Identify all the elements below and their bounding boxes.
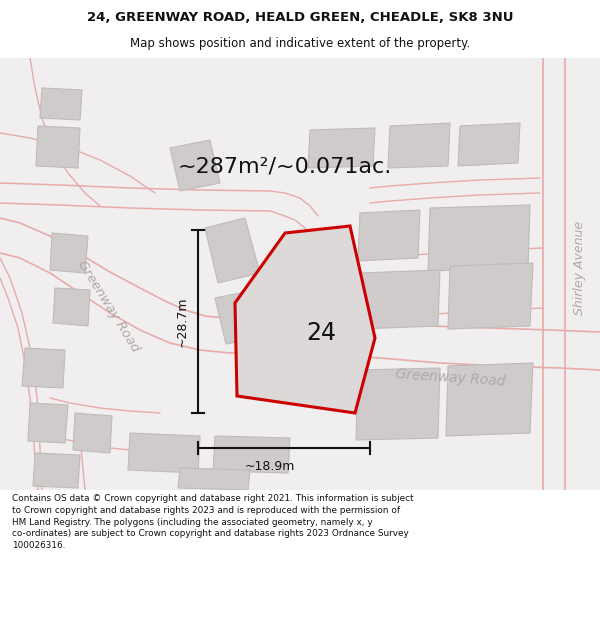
Polygon shape	[53, 288, 90, 326]
Text: Contains OS data © Crown copyright and database right 2021. This information is : Contains OS data © Crown copyright and d…	[12, 494, 413, 550]
Polygon shape	[36, 126, 80, 168]
Polygon shape	[356, 368, 440, 440]
Polygon shape	[205, 218, 260, 283]
Polygon shape	[178, 468, 250, 490]
Polygon shape	[128, 433, 200, 473]
Polygon shape	[448, 263, 533, 329]
Text: ~287m²/~0.071ac.: ~287m²/~0.071ac.	[178, 156, 392, 176]
Polygon shape	[388, 123, 450, 168]
Polygon shape	[428, 205, 530, 271]
Polygon shape	[235, 226, 375, 413]
Text: 24: 24	[306, 321, 336, 345]
Polygon shape	[358, 270, 440, 329]
Polygon shape	[50, 233, 88, 273]
Polygon shape	[446, 363, 533, 436]
Polygon shape	[28, 403, 68, 443]
Polygon shape	[358, 210, 420, 261]
Polygon shape	[265, 246, 340, 326]
Polygon shape	[22, 348, 65, 388]
Polygon shape	[33, 453, 80, 488]
Text: Greenway Road: Greenway Road	[74, 258, 142, 354]
Polygon shape	[215, 290, 268, 344]
Polygon shape	[308, 128, 375, 168]
Polygon shape	[458, 123, 520, 166]
Text: Greenway Road: Greenway Road	[395, 367, 505, 389]
Polygon shape	[73, 413, 112, 453]
Text: Shirley Avenue: Shirley Avenue	[574, 221, 587, 315]
Text: Map shows position and indicative extent of the property.: Map shows position and indicative extent…	[130, 37, 470, 50]
Polygon shape	[40, 88, 82, 120]
Text: ~28.7m: ~28.7m	[176, 296, 188, 347]
Text: ~18.9m: ~18.9m	[245, 459, 295, 472]
Polygon shape	[213, 436, 290, 473]
Text: 24, GREENWAY ROAD, HEALD GREEN, CHEADLE, SK8 3NU: 24, GREENWAY ROAD, HEALD GREEN, CHEADLE,…	[87, 11, 513, 24]
Polygon shape	[170, 140, 220, 191]
